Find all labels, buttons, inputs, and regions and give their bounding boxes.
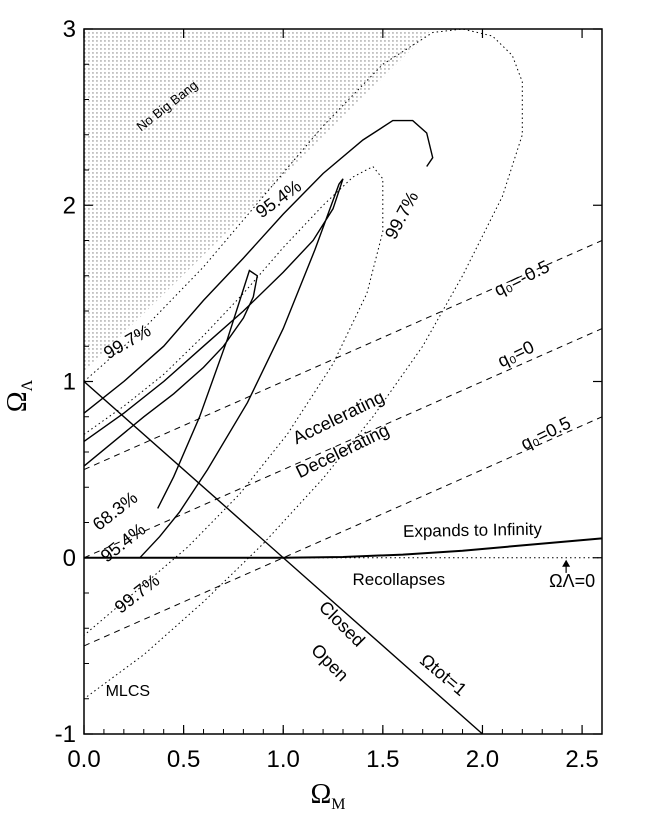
- x-tick-label: 0.0: [67, 746, 100, 773]
- x-axis-title: ΩM: [310, 779, 345, 813]
- series-95-4-contour: [83, 178, 344, 559]
- annotation-label-99-7-bottom: 99.7%: [111, 570, 164, 617]
- series-expands-to-infinity-recollapses-boundary: [84, 537, 603, 559]
- y-axis-title: ΩΛ: [2, 379, 36, 412]
- annotation-open: Open: [307, 640, 352, 685]
- series-dotted-contour-outer: [83, 28, 523, 700]
- series-layer: [83, 28, 603, 735]
- annotation-expands-to-infinity: Expands to Infinity: [403, 520, 543, 541]
- annotation-omega-tot: Ωtot=1: [416, 650, 470, 700]
- series-dotted-contour-inner: [83, 165, 384, 636]
- y-tick-label: 3: [63, 16, 76, 43]
- y-tick-label: 1: [63, 369, 76, 396]
- no-big-bang-region: [84, 29, 433, 373]
- x-tick-label: 0.5: [167, 746, 200, 773]
- annotation-label-99-7-right: 99.7%: [381, 188, 423, 242]
- annotation-q0-zero: q₀=0: [494, 337, 537, 372]
- ticks-layer: 0.0 0.5 1.0 1.5 2.0 2.5 -1 0 1 2 3: [55, 16, 602, 773]
- x-tick-label: 2.0: [466, 746, 499, 773]
- annotation-q0-minus-0-5: q₀=-0.5: [491, 256, 553, 300]
- annotation-q0-plus-0-5: q₀=0.5: [517, 413, 573, 454]
- series-68-3-contour: [83, 269, 259, 509]
- x-tick-label: 1.0: [267, 746, 300, 773]
- annotation-mlcs: MLCS: [106, 683, 150, 700]
- annotation-omega-lambda-zero: ΩΛ=0: [549, 571, 595, 591]
- omega-lambda-arrowhead: [562, 559, 571, 567]
- y-tick-label: -1: [55, 721, 76, 748]
- annotation-recollapses: Recollapses: [352, 570, 445, 589]
- y-tick-label: 2: [63, 192, 76, 219]
- x-tick-label: 2.5: [565, 746, 598, 773]
- x-tick-label: 1.5: [366, 746, 399, 773]
- y-tick-label: 0: [63, 545, 76, 572]
- series-99-7-contour: [83, 119, 434, 414]
